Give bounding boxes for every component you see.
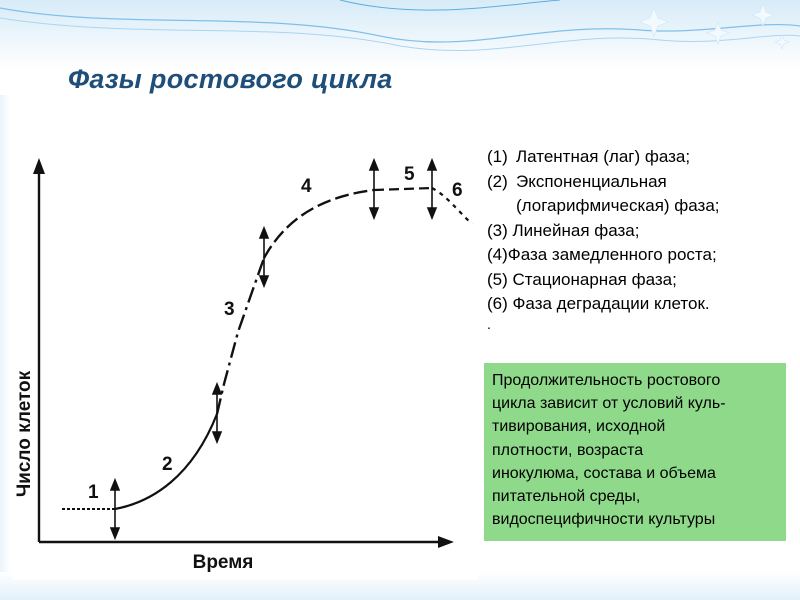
phase-list-item: (4)Фаза замедленного роста; xyxy=(487,245,717,264)
phase-list-text: Латентная (лаг) фаза; xyxy=(516,147,691,166)
phase-marker-6: 6 xyxy=(452,180,463,201)
note-line: цикла зависит от условий куль- xyxy=(492,395,726,413)
x-axis-label: Время xyxy=(193,552,254,573)
phase-list: (1) Латентная (лаг) фаза; (2) Экспоненци… xyxy=(487,145,797,331)
phase-list-item: (логарифмическая) фаза; xyxy=(487,194,797,219)
deceleration-phase-segment xyxy=(262,188,375,259)
phase-list-item: (5) Стационарная фаза; xyxy=(487,269,677,289)
note-line: плотности, возраста xyxy=(492,441,644,459)
y-axis-arrow xyxy=(33,158,45,174)
phase-marker-5: 5 xyxy=(404,164,415,185)
left-decoration-strip xyxy=(0,95,10,600)
linear-phase-segment xyxy=(215,257,266,415)
slide-title: Фазы ростового цикла xyxy=(68,64,393,94)
sparkle-icons xyxy=(639,3,790,50)
cycle-duration-note: Продолжительность ростового цикла зависи… xyxy=(484,363,786,541)
phase-list-number: (1) xyxy=(487,147,508,166)
stationary-phase-segment xyxy=(373,186,433,192)
phase-list-item: (6) Фаза деградации клеток. xyxy=(487,294,710,313)
growth-curve-svg: 1 2 3 4 5 6 Число клеток Время xyxy=(14,157,473,573)
note-line: инокулюма, состава и объема xyxy=(492,464,716,482)
phase-marker-4: 4 xyxy=(301,176,312,197)
note-line: Продолжительность ростового xyxy=(492,372,721,389)
y-axis-label: Число клеток xyxy=(14,370,35,497)
phase-boundary-arrows xyxy=(109,157,438,541)
note-line: видоспецифичности культуры xyxy=(492,511,716,529)
phase-list-trailing-dot: . xyxy=(487,315,491,332)
phase-list-text: Экспоненциальная xyxy=(516,171,667,191)
phase-list-item: (3) Линейная фаза; xyxy=(487,220,640,240)
phase-list-item: (2) Экспоненциальная xyxy=(487,170,797,195)
phase-list-number: (2) xyxy=(487,171,508,191)
note-line: тивирования, исходной xyxy=(492,418,666,436)
phase-marker-2: 2 xyxy=(162,454,173,475)
note-line: питательной среды, xyxy=(492,488,641,506)
phase-list-item: (1) Латентная (лаг) фаза; xyxy=(487,145,797,170)
header-decoration xyxy=(0,0,800,70)
exponential-phase-segment xyxy=(114,413,219,511)
x-axis-arrow xyxy=(438,536,454,548)
growth-curve-diagram: 1 2 3 4 5 6 Число клеток Время xyxy=(12,152,478,580)
phase-marker-3: 3 xyxy=(224,299,235,320)
phase-marker-1: 1 xyxy=(88,482,99,503)
phase-list-text: (логарифмическая) фаза; xyxy=(516,196,720,215)
